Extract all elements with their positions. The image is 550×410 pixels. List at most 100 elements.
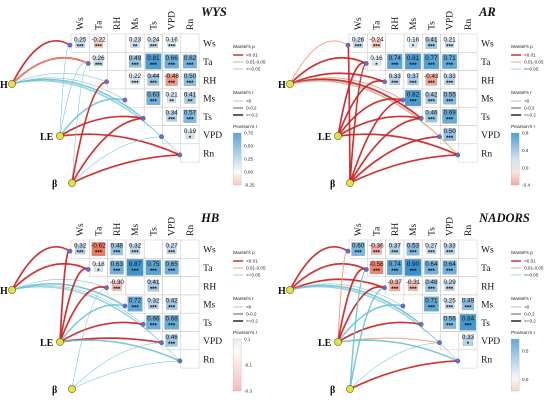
col-label: Ta [94, 226, 104, 236]
row-label: Rn [203, 149, 214, 159]
cell-sig: *** [391, 287, 399, 293]
cell-value: 0.21 [444, 37, 457, 44]
cell-value: 0.16 [370, 55, 383, 62]
node-dot [334, 132, 342, 140]
legend-pearson-title: Pearson's r [511, 330, 536, 336]
cell-value: 0.33 [462, 334, 475, 341]
cell-sig: *** [428, 99, 436, 105]
cell-square [389, 280, 401, 292]
cell-value: 0.71 [425, 297, 438, 304]
colorbar [510, 132, 520, 186]
mantel-link [11, 40, 71, 85]
cell-square [130, 38, 140, 48]
cell-value: 0.23 [129, 37, 142, 44]
panel-title: NADORS [478, 211, 530, 225]
cell-value: 0.18 [92, 261, 105, 268]
cell-value: 0.48 [111, 243, 124, 250]
legend-mantel-p-title: Mantel's p [511, 44, 533, 50]
mantel-link [11, 286, 181, 362]
colorbar-tick: -0.3 [244, 389, 252, 394]
cell-square [146, 315, 161, 330]
cell-square [442, 260, 457, 275]
cell-value: -0.62 [91, 243, 106, 250]
cell-value: 0.68 [166, 316, 179, 323]
row-label: Ms [203, 301, 215, 311]
mantel-link [289, 246, 349, 291]
cell-value: 0.32 [129, 243, 142, 250]
grid-cell [143, 106, 163, 126]
cell-value: 0.66 [147, 316, 160, 323]
cell-value: -0.58 [369, 261, 384, 268]
cell-sig: *** [355, 251, 363, 257]
row-label: Ms [481, 301, 493, 311]
cell-sig: *** [428, 305, 436, 311]
mantel-link [347, 44, 351, 184]
cell-square [91, 242, 106, 257]
legend-item: 0.01-0.05 [246, 60, 266, 65]
cell-value: 0.24 [147, 37, 160, 44]
cell-square [165, 298, 178, 310]
variable-dot [363, 61, 369, 66]
row-label: Ta [203, 58, 213, 68]
variable-dot [159, 340, 164, 345]
node-label: H [0, 80, 8, 91]
row-label: RH [481, 282, 494, 292]
row-label: Ms [481, 95, 493, 105]
col-label: VPD [446, 11, 456, 30]
grid-cell [107, 33, 127, 53]
cell-sig: *** [391, 81, 399, 87]
mantel-link [349, 268, 368, 390]
cell-sig: *** [186, 118, 194, 124]
grid-cell [107, 70, 127, 90]
col-label: Ms [409, 224, 419, 236]
cell-sig: *** [113, 269, 121, 275]
cell-square [185, 130, 195, 139]
mantel-link [71, 80, 108, 184]
cell-sig: *** [113, 287, 121, 293]
node-label: β [330, 179, 335, 190]
row-label: VPD [203, 337, 222, 347]
cell-value: 0.90 [407, 261, 420, 268]
grid-cell [458, 276, 478, 296]
cell-sig: *** [428, 81, 436, 87]
cell-square [389, 74, 400, 85]
cell-square [423, 53, 440, 70]
cell-square [353, 38, 363, 48]
cell-value: 0.49 [129, 55, 142, 62]
cell-sig: *** [446, 269, 454, 275]
colorbar-tick: 0.1 [244, 337, 251, 342]
cell-value: 0.42 [425, 91, 438, 98]
grid-cell [162, 276, 182, 296]
cell-sig: *** [391, 251, 399, 257]
cell-sig: * [97, 269, 100, 275]
cell-value: 0.33 [444, 243, 457, 250]
mantel-link [71, 360, 181, 390]
cell-value: 0.50 [444, 128, 457, 135]
cell-value: 0.57 [184, 110, 197, 117]
panel-title: HB [200, 211, 219, 225]
cell-square [183, 73, 197, 86]
cell-sig: *** [410, 99, 418, 105]
cell-sig: *** [95, 45, 103, 51]
cell-value: -0.24 [369, 37, 384, 44]
mantel-link [289, 72, 386, 85]
legend-item: 0-0.2 [246, 106, 257, 111]
node-dot [334, 338, 342, 346]
node-label: LE [40, 338, 54, 349]
legend-item: <0 [524, 99, 530, 104]
cell-square [442, 109, 457, 124]
colorbar-tick: 0.8 [522, 131, 529, 136]
colorbar [232, 338, 242, 392]
legend-item: <0.01 [246, 259, 258, 264]
cell-value: 0.69 [444, 110, 457, 117]
grid-cell [143, 239, 163, 259]
cell-value: 0.27 [425, 243, 438, 250]
cell-value: 0.32 [74, 243, 87, 250]
cell-sig: ** [133, 45, 138, 51]
cell-value: 0.19 [184, 128, 197, 135]
cell-sig: *** [150, 324, 158, 330]
variable-dot [140, 116, 146, 121]
cell-square [126, 259, 144, 276]
cell-value: 0.41 [425, 37, 438, 44]
cell-value: 0.74 [389, 55, 402, 62]
